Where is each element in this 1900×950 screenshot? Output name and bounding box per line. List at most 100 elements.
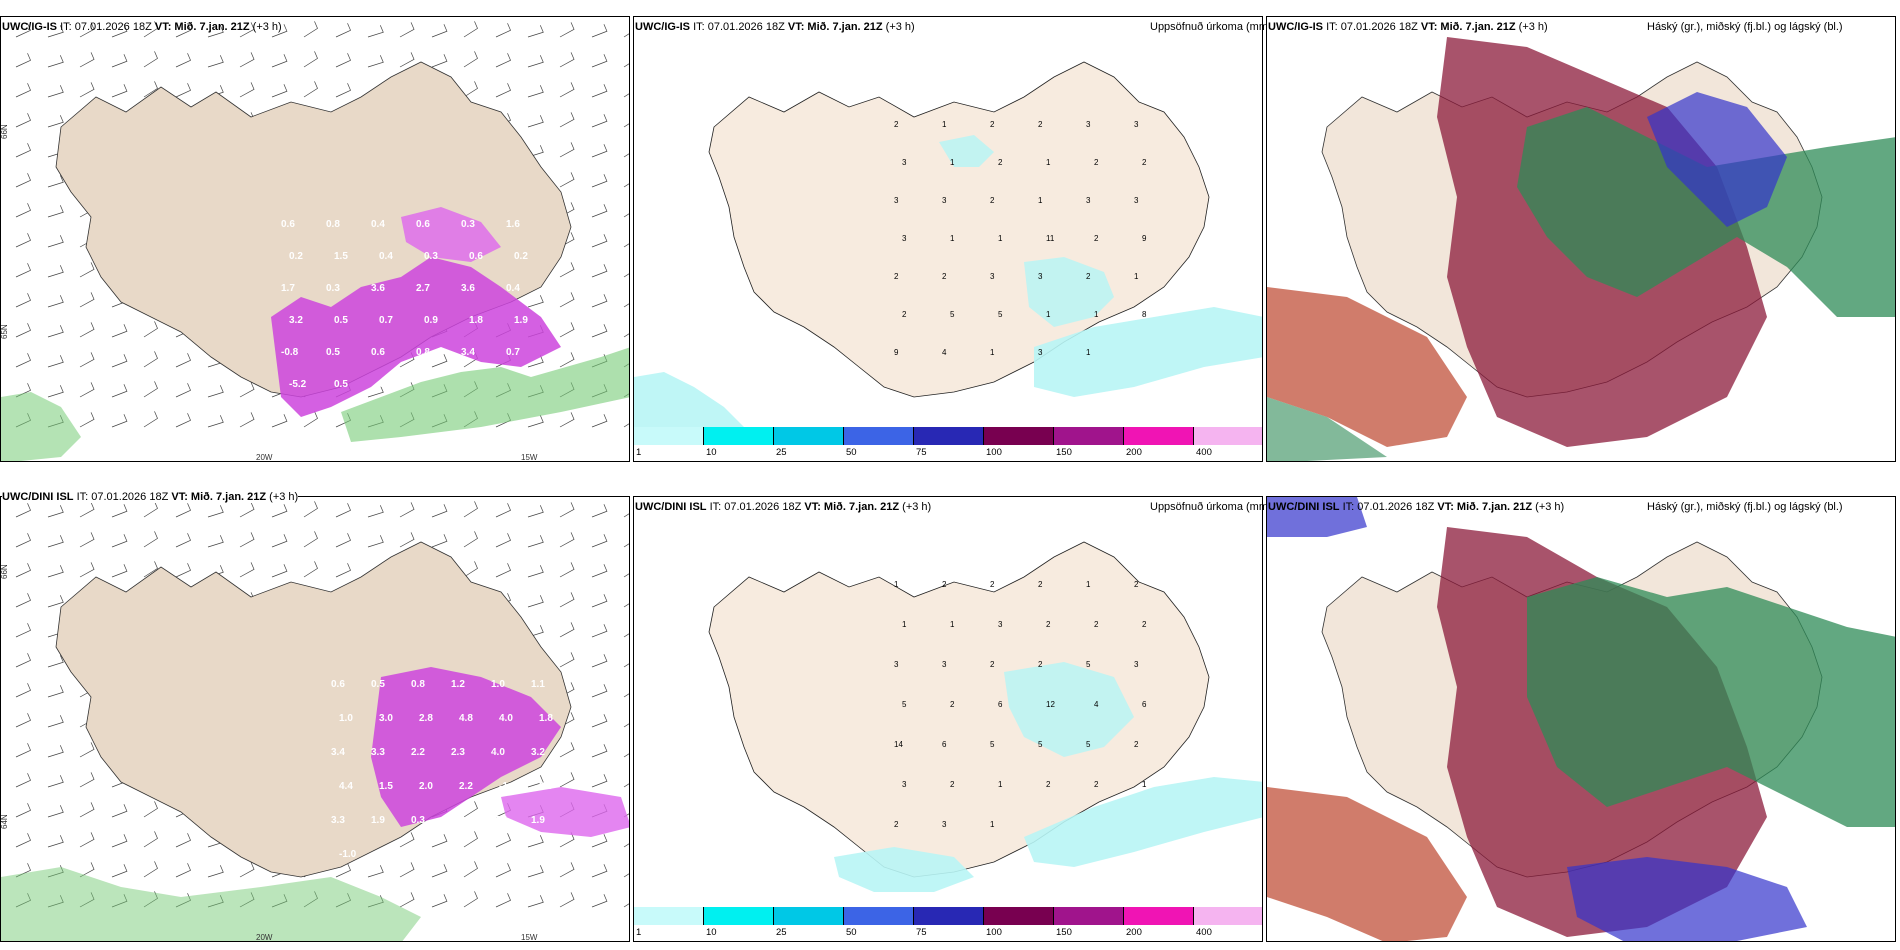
red-cloud-sea (1267, 787, 1467, 941)
colorbar-tick-label: 100 (986, 447, 1002, 458)
wind-barb (527, 595, 544, 608)
value-label: 1.9 (514, 315, 528, 326)
wind-barb (559, 322, 575, 338)
wind-barb (15, 773, 31, 788)
value-label: 0.4 (506, 283, 520, 294)
wind-barb (143, 21, 158, 38)
wind-barb (463, 51, 478, 68)
colorbar-cell (1054, 427, 1124, 445)
value-label: 2 (942, 272, 947, 281)
value-label: 3.2 (531, 747, 545, 758)
wind-barb (47, 295, 64, 308)
wind-barb (431, 894, 448, 908)
wind-barb (623, 513, 629, 518)
value-label: 2 (1038, 120, 1043, 129)
colorbar-cell (914, 427, 984, 445)
wind-barb (591, 564, 608, 578)
wind-barb (15, 683, 31, 698)
wind-barb (175, 83, 191, 98)
lat-label-64n: 64N (1, 814, 9, 829)
wind-barb (559, 772, 575, 788)
value-label: 1.1 (531, 679, 545, 690)
wind-barb (559, 52, 575, 68)
value-label: 1.8 (469, 315, 483, 326)
value-label: 2.7 (416, 283, 430, 294)
wind-barb (79, 802, 95, 818)
wind-barb (399, 52, 415, 68)
wind-barb (111, 84, 128, 98)
value-label: 3 (990, 272, 995, 281)
value-label: 11 (1046, 234, 1055, 243)
wind-barb (175, 383, 191, 398)
wind-barb (335, 83, 351, 98)
value-label: 1 (950, 620, 955, 629)
wind-barb (79, 82, 95, 98)
init-time: IT: 07.01.2026 18Z (76, 491, 169, 503)
wind-barb (623, 843, 629, 848)
value-label: 4.0 (491, 747, 505, 758)
wind-barb (591, 414, 608, 428)
wind-barb (143, 861, 158, 878)
value-label: 8 (1142, 310, 1147, 319)
wind-barb (591, 84, 608, 98)
wind-barb (623, 663, 629, 668)
wind-barb (623, 723, 629, 728)
light-precip-north (939, 135, 994, 167)
wind-barb (271, 84, 288, 98)
precip-map-svg-bottom: 1 2 2 2 1 21 1 3 2 2 23 3 2 2 5 35 2 6 12 4 614 6 5 5 5 23 2 1 2 2 12 3… (634, 497, 1262, 941)
wind-barb (111, 414, 128, 428)
wind-barb (207, 415, 224, 428)
wind-barb (591, 504, 608, 518)
value-label: 1.2 (451, 815, 465, 826)
value-label: 3.3 (371, 747, 385, 758)
cloud-map-svg-top (1267, 17, 1895, 461)
cloud-title-top: UWC/IG-IS IT: 07.01.2026 18Z VT: Mið. 7.… (1268, 21, 1548, 33)
value-label: 2 (1142, 620, 1147, 629)
wind-barb (559, 892, 575, 908)
precip-shading-2 (401, 207, 501, 262)
wind-barb (271, 564, 288, 578)
wind-barb (79, 532, 95, 548)
wind-barb (559, 112, 575, 128)
wind-barb (559, 142, 575, 158)
wind-barb (591, 174, 608, 188)
green-cloud-sea (1267, 397, 1387, 461)
light-precip-sea-2 (834, 847, 974, 892)
wind-barb (271, 504, 288, 518)
wind-barb (15, 83, 31, 98)
wind-barb (623, 333, 629, 338)
wind-barb (559, 562, 575, 578)
wind-barb (111, 834, 128, 848)
wind-barb (111, 54, 128, 68)
wind-barb (399, 22, 415, 38)
wind-barb (559, 652, 575, 668)
wind-barb (175, 533, 191, 548)
wind-barb (79, 832, 95, 848)
value-label: 3 (1086, 120, 1091, 129)
wind-barb (15, 803, 31, 818)
wind-barb (367, 865, 384, 878)
wind-barb (47, 355, 64, 368)
wind-barb (495, 893, 511, 908)
value-label: 1.9 (531, 815, 545, 826)
value-label: 2 (998, 158, 1003, 167)
value-label: 2 (950, 700, 955, 709)
value-label: 0.6 (281, 219, 295, 230)
wind-barb (79, 862, 95, 878)
lead-time: (+3 h) (1535, 501, 1565, 513)
wind-barb (15, 833, 31, 848)
wind-barb (207, 385, 224, 398)
wind-barb (495, 833, 511, 848)
value-label: 3 (894, 660, 899, 669)
value-label: 1.6 (506, 219, 520, 230)
wind-barb (111, 564, 128, 578)
wind-barb (303, 501, 318, 518)
wind-barb (143, 321, 158, 338)
precip-colorbar-top: 1 10 25 50 75 100 150 200 400 (634, 427, 1262, 461)
value-label: 3 (998, 620, 1003, 629)
colorbar-tick-label: 50 (846, 927, 857, 938)
colorbar-cell (1124, 907, 1194, 925)
wind-barb (623, 753, 629, 758)
wind-barb (143, 561, 158, 578)
wind-barb (79, 22, 95, 38)
